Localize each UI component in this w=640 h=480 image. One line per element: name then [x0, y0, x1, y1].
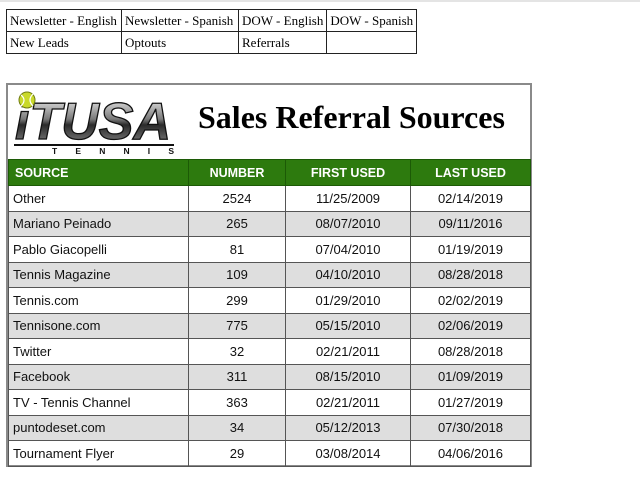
first-used-cell: 01/29/2010 [285, 287, 411, 314]
logo-subtext: T E N N I S [52, 146, 174, 155]
first-used-cell: 08/15/2010 [285, 363, 411, 390]
nav-cell: Newsletter - Spanish [121, 9, 239, 32]
table-row: Pablo Giacopelli 81 07/04/2010 01/19/201… [8, 236, 531, 263]
nav-cell: New Leads [6, 31, 122, 54]
first-used-cell: 07/04/2010 [285, 236, 411, 263]
last-used-cell: 01/09/2019 [410, 363, 531, 390]
number-cell: 29 [188, 440, 286, 467]
first-used-cell: 05/12/2013 [285, 414, 411, 441]
last-used-cell: 01/27/2019 [410, 389, 531, 416]
first-used-cell: 11/25/2009 [285, 185, 411, 212]
table-row: Other 2524 11/25/2009 02/14/2019 [8, 185, 531, 212]
last-used-cell: 07/30/2018 [410, 414, 531, 441]
first-used-cell: 02/21/2011 [285, 338, 411, 365]
table-row: Tennisone.com 775 05/15/2010 02/06/2019 [8, 312, 531, 339]
number-cell: 265 [188, 210, 286, 237]
nav-row: New Leads Optouts Referrals [6, 31, 418, 54]
first-used-cell: 05/15/2010 [285, 312, 411, 339]
last-used-cell: 02/02/2019 [410, 287, 531, 314]
itusa-tennis-logo: iTUSA T E N N I S [14, 91, 174, 155]
last-used-cell: 04/06/2016 [410, 440, 531, 467]
first-used-cell: 02/21/2011 [285, 389, 411, 416]
last-used-cell: 01/19/2019 [410, 236, 531, 263]
nav-cell: Referrals [237, 31, 328, 54]
logo-wordmark: iTUSA [15, 93, 171, 151]
report-title: Sales Referral Sources [198, 99, 505, 135]
first-used-cell: 03/08/2014 [285, 440, 411, 467]
referral-sources-table: SOURCE NUMBER FIRST USED LAST USED Other… [8, 159, 531, 467]
new-leads-link[interactable]: New Leads [10, 34, 69, 50]
nav-cell: DOW - Spanish [326, 9, 418, 32]
last-used-cell: 02/14/2019 [410, 185, 531, 212]
nav-cell: Newsletter - English [6, 9, 122, 32]
table-row: Twitter 32 02/21/2011 08/28/2018 [8, 338, 531, 365]
top-divider [0, 0, 640, 2]
nav-link-table: Newsletter - English Newsletter - Spanis… [6, 9, 418, 54]
source-cell: Pablo Giacopelli [8, 236, 189, 263]
nav-cell: Optouts [121, 31, 239, 54]
nav-cell-empty [326, 31, 418, 54]
dow-english-link[interactable]: DOW - English [242, 12, 324, 28]
last-used-cell: 08/28/2018 [410, 261, 531, 288]
dow-spanish-link[interactable]: DOW - Spanish [330, 12, 414, 28]
table-row: Mariano Peinado 265 08/07/2010 09/11/201… [8, 210, 531, 237]
newsletter-english-link[interactable]: Newsletter - English [10, 12, 117, 28]
number-cell: 34 [188, 414, 286, 441]
first-used-cell: 04/10/2010 [285, 261, 411, 288]
referrals-link[interactable]: Referrals [242, 34, 290, 50]
number-cell: 81 [188, 236, 286, 263]
table-row: Tournament Flyer 29 03/08/2014 04/06/201… [8, 440, 531, 467]
column-header-last-used: LAST USED [410, 159, 531, 186]
source-cell: Tournament Flyer [8, 440, 189, 467]
newsletter-spanish-link[interactable]: Newsletter - Spanish [125, 12, 234, 28]
source-cell: TV - Tennis Channel [8, 389, 189, 416]
source-cell: Other [8, 185, 189, 212]
source-cell: Tennis.com [8, 287, 189, 314]
source-cell: Twitter [8, 338, 189, 365]
table-row: Tennis.com 299 01/29/2010 02/02/2019 [8, 287, 531, 314]
first-used-cell: 08/07/2010 [285, 210, 411, 237]
optouts-link[interactable]: Optouts [125, 34, 167, 50]
table-row: Facebook 311 08/15/2010 01/09/2019 [8, 363, 531, 390]
referral-report-panel: iTUSA T E N N I S Sales Referral Sources… [6, 83, 532, 467]
number-cell: 32 [188, 338, 286, 365]
number-cell: 311 [188, 363, 286, 390]
nav-row: Newsletter - English Newsletter - Spanis… [6, 9, 418, 32]
report-header: iTUSA T E N N I S Sales Referral Sources [8, 85, 530, 159]
table-row: Tennis Magazine 109 04/10/2010 08/28/201… [8, 261, 531, 288]
source-cell: Tennis Magazine [8, 261, 189, 288]
number-cell: 775 [188, 312, 286, 339]
source-cell: Tennisone.com [8, 312, 189, 339]
table-row: TV - Tennis Channel 363 02/21/2011 01/27… [8, 389, 531, 416]
table-row: puntodeset.com 34 05/12/2013 07/30/2018 [8, 414, 531, 441]
number-cell: 363 [188, 389, 286, 416]
table-header-row: SOURCE NUMBER FIRST USED LAST USED [8, 159, 531, 186]
column-header-source: SOURCE [8, 159, 189, 186]
column-header-number: NUMBER [188, 159, 286, 186]
source-cell: Facebook [8, 363, 189, 390]
number-cell: 109 [188, 261, 286, 288]
last-used-cell: 09/11/2016 [410, 210, 531, 237]
source-cell: Mariano Peinado [8, 210, 189, 237]
column-header-first-used: FIRST USED [285, 159, 411, 186]
last-used-cell: 02/06/2019 [410, 312, 531, 339]
number-cell: 2524 [188, 185, 286, 212]
last-used-cell: 08/28/2018 [410, 338, 531, 365]
source-cell: puntodeset.com [8, 414, 189, 441]
number-cell: 299 [188, 287, 286, 314]
nav-cell: DOW - English [237, 9, 328, 32]
